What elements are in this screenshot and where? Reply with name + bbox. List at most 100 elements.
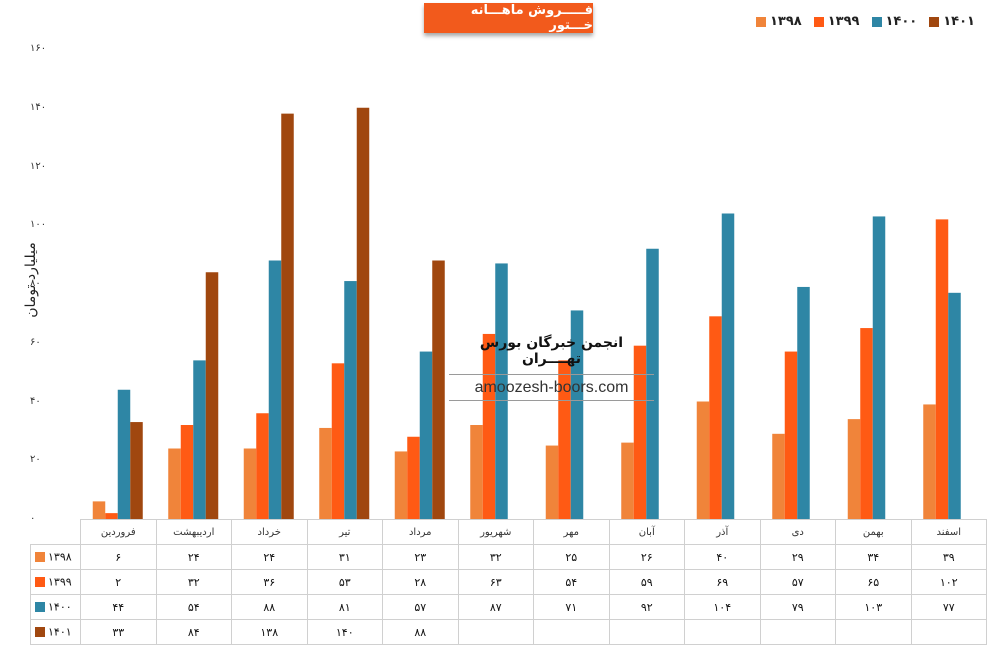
bar [709, 316, 722, 519]
table-swatch [35, 627, 45, 638]
table-cell: ۵۹ [608, 569, 685, 595]
table-cell: ۷۹ [759, 594, 836, 620]
bar [268, 260, 282, 519]
table-cell: ۵۴ [533, 569, 610, 595]
legend-label: ۱۳۹۸ [770, 14, 802, 29]
table-cell: ۸۸ [231, 594, 308, 620]
bar [130, 422, 143, 519]
legend-label: ۱۳۹۹ [827, 14, 860, 29]
x-tick-label: خرداد [231, 519, 308, 545]
table-cell: ۲۹ [759, 544, 836, 570]
table-cell: ۲۶ [608, 544, 685, 570]
table-cell: ۳۴ [835, 544, 912, 570]
table-cell: ۱۳۸ [231, 619, 308, 645]
bar [935, 219, 949, 519]
table-cell: ۶۳ [457, 569, 534, 595]
bar [860, 328, 873, 519]
legend-swatch [756, 16, 766, 27]
table-cell: ۸۸ [382, 619, 459, 645]
table-row: ۱۳۹۹ ۲ ۳۲ ۳۶ ۵۳ ۲۸ ۶۳ ۵۴ ۵۹ ۶۹ ۵۷ ۶۵ ۱۰۲ [30, 569, 987, 595]
watermark-divider [449, 400, 654, 401]
table-cell: ۳۱ [306, 544, 383, 570]
table-cell: ۵۳ [306, 569, 383, 595]
bar [256, 413, 269, 519]
bar [331, 363, 345, 519]
table-header-row: فروردین اردیبهشت خرداد تیر مرداد شهریور مهر آبا… [31, 519, 987, 545]
data-table: فروردین اردیبهشت خرداد تیر مرداد شهریور مهر آبا… [30, 519, 987, 645]
table-cell: ۲۵ [533, 544, 610, 570]
table-row-header: ۱۴۰۱ [30, 619, 81, 645]
table-cell: ۵۷ [382, 594, 459, 620]
x-tick-label: تیر [306, 519, 383, 545]
table-cell: ۶۹ [684, 569, 761, 595]
table-cell: ۴۰ [684, 544, 761, 570]
table-series-label: ۱۴۰۰ [48, 600, 72, 614]
legend-swatch [813, 16, 824, 27]
table-cell: ۷۱ [533, 594, 610, 620]
x-tick-label: بهمن [835, 519, 912, 545]
table-row: ۱۴۰۰ ۴۴ ۵۴ ۸۸ ۸۱ ۵۷ ۸۷ ۷۱ ۹۲ ۱۰۴ ۷۹ ۱۰۳ ۷۷ [30, 594, 987, 620]
table-cell: ۲۸ [382, 569, 459, 595]
table-cell: ۴۴ [80, 594, 157, 620]
table-cell: ۹۲ [608, 594, 685, 620]
table-series-label: ۱۳۹۸ [48, 550, 72, 564]
table-swatch [35, 577, 45, 588]
bar [646, 248, 659, 519]
bar [545, 445, 559, 519]
y-tick-label: ۶۰ [30, 336, 41, 348]
table-swatch [35, 602, 45, 613]
table-cell: ۱۰۴ [684, 594, 761, 620]
table-cell [835, 619, 912, 645]
x-tick-label: مرداد [382, 519, 459, 545]
bar [117, 389, 131, 519]
x-tick-label: شهریور [457, 519, 534, 545]
bar [495, 263, 508, 519]
bar [570, 310, 584, 519]
x-tick-label: فروردین [80, 519, 157, 545]
table-row-header: ۱۳۹۹ [30, 569, 81, 595]
table-cell: ۶ [80, 544, 157, 570]
table-cell: ۱۴۰ [306, 619, 383, 645]
table-cell: ۳۲ [155, 569, 232, 595]
table-cell: ۵۷ [759, 569, 836, 595]
watermark-divider [449, 374, 654, 375]
bar [847, 419, 861, 519]
x-tick-label: آبان [608, 519, 685, 545]
bar [419, 351, 433, 519]
bar [281, 113, 294, 519]
table-swatch [35, 552, 45, 563]
table-cell [608, 619, 685, 645]
y-tick-label: ۱۴۰ [30, 101, 47, 113]
y-tick-label: ۸۰ [30, 278, 41, 289]
x-tick-label: مهر [533, 519, 610, 545]
table-cell: ۱۰۲ [910, 569, 987, 595]
bar [92, 501, 106, 519]
bar [205, 272, 219, 519]
bar [168, 448, 181, 519]
bar [356, 107, 370, 519]
table-row-header: ۱۳۹۸ [30, 544, 81, 570]
bar [180, 425, 194, 519]
bar [797, 286, 810, 519]
table-series-label: ۱۴۰۱ [48, 625, 72, 639]
legend-label: ۱۴۰۰ [885, 14, 918, 29]
table-cell: ۳۳ [80, 619, 157, 645]
bar [621, 442, 634, 519]
legend-label: ۱۴۰۱ [943, 14, 975, 29]
bar [923, 404, 936, 519]
table-cell [759, 619, 836, 645]
y-tick-label: ۱۶۰ [30, 43, 47, 54]
table-cell: ۱۰۳ [835, 594, 912, 620]
legend-swatch [871, 16, 882, 27]
legend-item: ۱۳۹۹ [813, 14, 860, 29]
y-tick-label: ۱۲۰ [30, 160, 47, 172]
table-cell: ۶۵ [835, 569, 912, 595]
legend-item: ۱۳۹۸ [756, 14, 802, 29]
table-cell: ۲۴ [155, 544, 232, 570]
table-cell: ۲۳ [382, 544, 459, 570]
x-tick-label: دی [759, 519, 836, 545]
bar [319, 427, 332, 519]
table-cell: ۸۱ [306, 594, 383, 620]
legend-item: ۱۴۰۰ [871, 14, 918, 29]
